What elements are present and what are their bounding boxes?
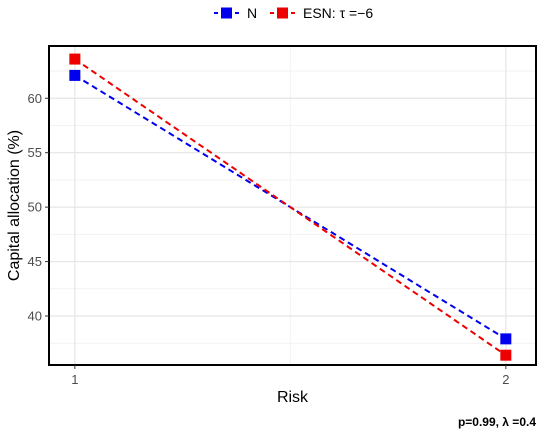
y-axis: 40 45 50 55 60 bbox=[28, 91, 49, 324]
y-tick-label: 60 bbox=[28, 91, 42, 106]
data-point bbox=[500, 333, 512, 345]
series-layer bbox=[69, 53, 512, 361]
plot-panel-border bbox=[48, 45, 537, 366]
x-tick-label: 2 bbox=[502, 372, 509, 387]
x-tick-label: 1 bbox=[71, 372, 78, 387]
y-tick-label: 55 bbox=[28, 145, 42, 160]
legend: N ESN: τ =−6 bbox=[214, 5, 373, 21]
y-tick-label: 45 bbox=[28, 254, 42, 269]
grid bbox=[49, 46, 536, 365]
y-tick-label: 50 bbox=[28, 200, 42, 215]
y-axis-title: Capital allocation (%) bbox=[6, 130, 23, 281]
data-point bbox=[500, 349, 512, 361]
annotation-text: p=0.99, λ =0.4 bbox=[458, 415, 536, 429]
data-point bbox=[69, 69, 81, 81]
legend-key-marker bbox=[277, 7, 288, 19]
y-tick-label: 40 bbox=[28, 309, 42, 324]
x-axis-title: Risk bbox=[277, 389, 309, 406]
legend-key-marker bbox=[221, 7, 232, 19]
series-line bbox=[74, 58, 507, 357]
legend-label: N bbox=[247, 5, 257, 21]
data-point bbox=[69, 53, 81, 65]
legend-label: ESN: τ =−6 bbox=[303, 5, 373, 21]
